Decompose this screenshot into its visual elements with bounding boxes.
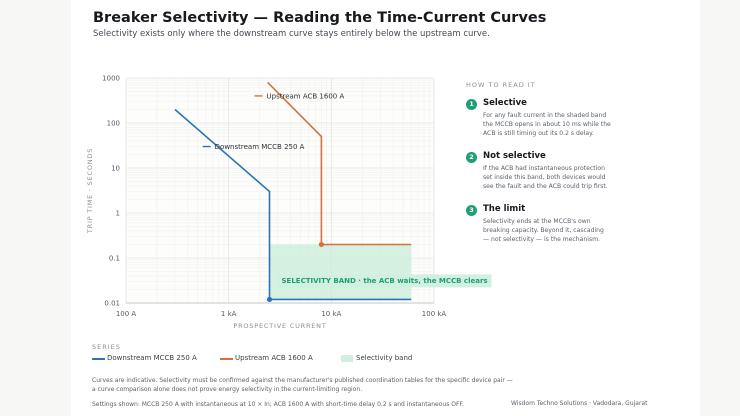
band-label-background — [277, 274, 492, 288]
step-number-badge: 3 — [466, 205, 477, 216]
legend-swatch — [92, 358, 105, 360]
x-axis-title: PROSPECTIVE CURRENT — [233, 322, 326, 330]
step-title: Not selective — [483, 151, 546, 161]
series-line — [174, 108, 412, 301]
series-marker — [266, 296, 273, 303]
series-marker — [318, 241, 324, 248]
y-tick-label: 10 — [111, 165, 120, 173]
x-tick-label: 100 kA — [422, 310, 447, 318]
step-body: For any fault current in the shaded band… — [483, 112, 611, 137]
legend-label: Upstream ACB 1600 A — [235, 354, 313, 362]
legend-heading: SERIES — [92, 343, 121, 351]
page-subtitle: Selectivity exists only where the downst… — [93, 29, 490, 39]
y-tick-label: 1000 — [102, 75, 120, 83]
step-title: Selective — [483, 98, 527, 108]
step-body: If the ACB had instantaneous protection … — [483, 165, 608, 190]
series-label: Upstream ACB 1600 A — [267, 92, 345, 100]
page-title: Breaker Selectivity — Reading the Time-C… — [93, 10, 547, 26]
step-number-badge: 1 — [466, 99, 477, 110]
step-number-badge: 2 — [466, 152, 477, 163]
y-tick-label: 0.01 — [104, 300, 120, 308]
footer-credit: Wisdom Techno Solutions · Vadodara, Guja… — [511, 400, 648, 407]
series-label: Downstream MCCB 250 A — [215, 143, 305, 151]
band-label: SELECTIVITY BAND · the ACB waits, the MC… — [282, 277, 488, 285]
y-axis-title: TRIP TIME · SECONDS — [86, 148, 94, 234]
step-title: The limit — [483, 204, 526, 214]
y-tick-label: 1 — [116, 210, 120, 218]
footer-note: Curves are indicative. Selectivity must … — [92, 377, 513, 384]
y-tick-label: 100 — [107, 120, 120, 128]
x-tick-label: 10 kA — [321, 310, 341, 318]
footer-note: a curve comparison alone does not prove … — [92, 386, 363, 393]
y-tick-label: 0.1 — [109, 255, 120, 263]
side-heading: HOW TO READ IT — [466, 81, 536, 89]
legend-swatch — [220, 358, 233, 360]
x-tick-label: 100 A — [116, 310, 137, 318]
legend-swatch — [341, 355, 353, 362]
legend-label: Downstream MCCB 250 A — [107, 354, 197, 362]
footer-settings: Settings shown: MCCB 250 A with instanta… — [92, 401, 464, 408]
selectivity-band — [269, 244, 412, 300]
x-tick-label: 1 kA — [221, 310, 237, 318]
legend-label: Selectivity band — [356, 354, 413, 362]
step-body: Selectivity ends at the MCCB's own break… — [483, 218, 604, 243]
series-line — [267, 81, 412, 246]
